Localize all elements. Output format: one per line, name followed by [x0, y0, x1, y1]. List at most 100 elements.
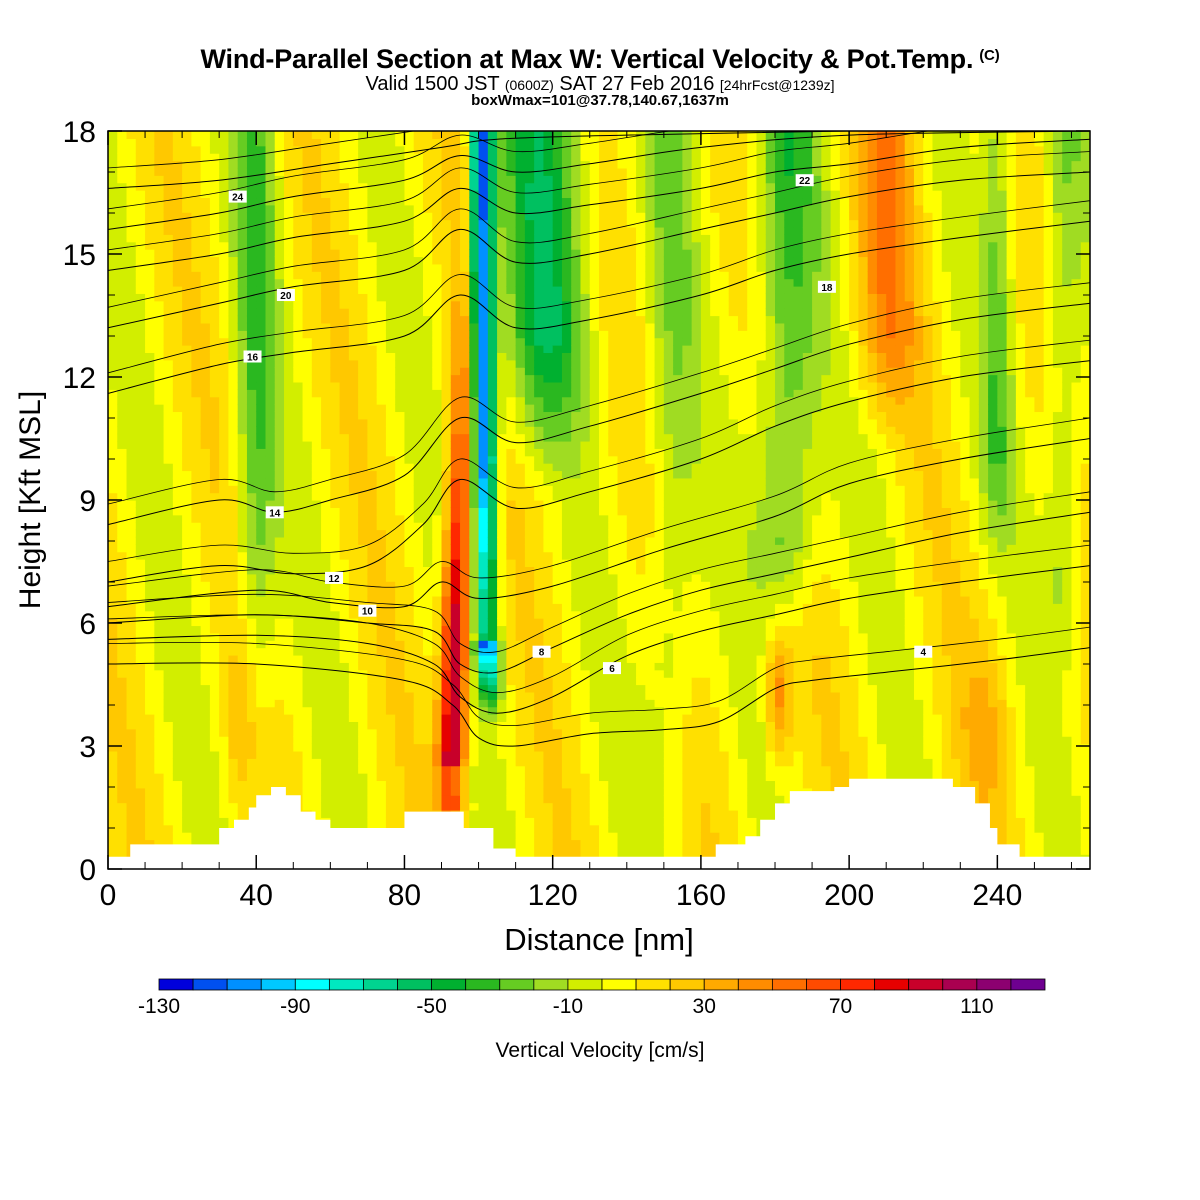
colorbar-tick-label: 30 — [693, 995, 716, 1018]
colorbar-swatch — [976, 978, 1012, 991]
y-tick-label: 15 — [63, 239, 96, 272]
theta-contour-line — [108, 220, 1090, 394]
theta-contour-line — [108, 131, 417, 169]
theta-contour-line — [108, 511, 1090, 674]
contour-label-bg — [532, 645, 551, 658]
theta-contour-line — [108, 200, 1090, 374]
chart-title: Wind-Parallel Section at Max W: Vertical… — [0, 44, 1200, 75]
chart-title-text: Wind-Parallel Section at Max W: Vertical… — [200, 44, 974, 74]
terrain-mask — [108, 778, 1090, 869]
theta-contour-line — [108, 339, 1090, 562]
colorbar-swatch — [601, 978, 637, 991]
subtitle-date: SAT 27 Feb 2016 — [559, 73, 715, 95]
contour-label: 18 — [821, 283, 833, 294]
contour-label: 8 — [539, 648, 545, 659]
theta-contour-line — [108, 138, 1090, 271]
y-tick-label: 3 — [79, 731, 96, 764]
x-tick-label: 160 — [676, 879, 726, 912]
subtitle-valid: Valid 1500 JST — [365, 73, 500, 95]
colorbar-swatch — [635, 978, 671, 991]
axes: 0 40 80 120 160 200 240 0 3 6 9 12 15 18 — [63, 116, 1091, 912]
box-max-info: boxWmax=101@37.78,140.67,1637m — [471, 92, 729, 109]
colorbar-swatch — [363, 978, 398, 991]
theta-contour-line — [108, 544, 1090, 694]
colorbar-swatch — [158, 978, 194, 991]
colorbar-swatch — [908, 978, 944, 991]
colorbar-swatch — [874, 978, 910, 991]
colorbar-swatch — [771, 978, 807, 991]
x-axis-label: Distance [nm] — [504, 922, 694, 957]
theta-contour-line — [108, 282, 1090, 505]
velocity-field — [108, 131, 1090, 869]
contour-label: 12 — [328, 574, 340, 585]
contour-label-bg — [265, 506, 284, 519]
contour-label: 6 — [609, 664, 615, 675]
y-tick-label: 9 — [79, 485, 96, 518]
colorbar-tick-label: -50 — [416, 995, 446, 1018]
contour-label: 22 — [799, 176, 811, 187]
colorbar-tick-label: -10 — [553, 995, 583, 1018]
contour-label: 24 — [232, 193, 244, 204]
theta-contour-line — [108, 565, 1090, 714]
y-tick-label: 12 — [63, 362, 96, 395]
colorbar-swatch — [192, 978, 228, 991]
colorbar-swatch — [499, 978, 535, 991]
theta-contour-line — [108, 360, 1090, 583]
theta-contours: 4 6 8 10 12 14 16 18 20 22 24 — [108, 131, 1090, 747]
contour-label-bg — [228, 190, 247, 203]
contour-label: 10 — [362, 607, 374, 618]
theta-contour-line — [108, 151, 1090, 308]
contour-label: 14 — [269, 508, 281, 519]
y-tick-label: 6 — [79, 608, 96, 641]
theta-contour-line — [108, 491, 1090, 653]
colorbar-swatch — [737, 978, 773, 991]
contour-label-bg — [358, 604, 377, 617]
colorbar-swatch — [1010, 978, 1046, 991]
x-tick-label: 200 — [824, 879, 874, 912]
y-tick-label: 18 — [63, 116, 96, 149]
x-tick-label: 240 — [972, 879, 1022, 912]
subtitle-forecast: [24hrFcst@1239z] — [719, 77, 835, 93]
colorbar: -130 -90 -50 -10 30 70 110 — [138, 978, 1046, 1018]
colorbar-swatch — [840, 978, 876, 991]
colorbar-swatch — [567, 978, 603, 991]
colorbar-swatch — [226, 978, 262, 991]
contour-label: 20 — [280, 291, 292, 302]
x-tick-label: 120 — [528, 879, 578, 912]
chart-subtitle: Valid 1500 JST (0600Z) SAT 27 Feb 2016 [… — [0, 73, 1200, 96]
colorbar-swatch — [703, 978, 739, 991]
contour-label-bg — [325, 571, 344, 584]
colorbar-swatch — [294, 978, 330, 991]
x-tick-label: 0 — [100, 879, 117, 912]
y-tick-label: 0 — [79, 854, 96, 887]
theta-contour-line — [108, 171, 1090, 329]
contour-label-bg — [602, 662, 621, 675]
contour-label: 4 — [920, 648, 926, 659]
subtitle-zulu: (0600Z) — [504, 77, 554, 93]
colorbar-tick-label: 110 — [960, 995, 993, 1018]
y-axis-label: Height [Kft MSL] — [14, 391, 47, 609]
theta-contour-line — [108, 131, 672, 210]
contour-label-bg — [795, 174, 814, 187]
copyright-mark: (C) — [979, 47, 1000, 64]
colorbar-swatch — [431, 978, 467, 991]
contour-label: 16 — [247, 353, 259, 364]
colorbar-swatch — [806, 978, 841, 991]
colorbar-swatch — [465, 978, 501, 991]
terrain-shape — [108, 778, 1090, 869]
x-tick-label: 80 — [388, 879, 421, 912]
colorbar-tick-label: 70 — [829, 995, 852, 1018]
theta-contour-line — [108, 626, 1090, 727]
colorbar-tick-label: -90 — [280, 995, 310, 1018]
theta-contour-line — [108, 438, 1090, 609]
contour-label-bg — [914, 645, 933, 658]
colorbar-swatch — [260, 978, 296, 991]
colorbar-label: Vertical Velocity [cm/s] — [496, 1039, 705, 1062]
colorbar-tick-label: -130 — [138, 995, 180, 1018]
colorbar-swatch — [942, 978, 978, 991]
theta-contour-line — [108, 647, 1090, 747]
colorbar-swatch — [669, 978, 705, 991]
contour-label-bg — [243, 350, 262, 363]
contour-label-bg — [276, 289, 295, 301]
